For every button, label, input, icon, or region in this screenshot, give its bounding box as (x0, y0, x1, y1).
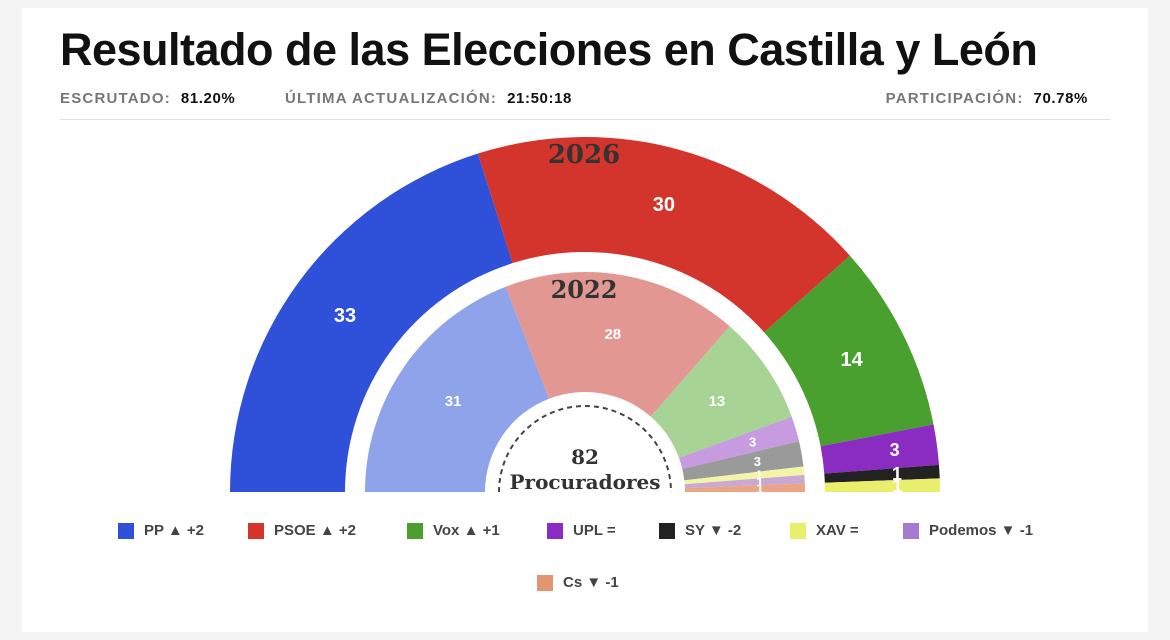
seat-arc-2022-sy (684, 466, 805, 485)
legend-label: PSOE ▲ +2 (274, 522, 356, 539)
seat-label-2022-cs: 1 (756, 481, 763, 496)
seat-arc-2026-upl (820, 424, 939, 474)
legend-item-xav: XAV = (790, 522, 859, 539)
legend-swatch (903, 522, 919, 539)
seat-label-2022-podemos: 3 (749, 434, 756, 449)
seat-arc-2022-cs (684, 483, 805, 492)
participacion-value: 70.78% (1033, 90, 1088, 107)
seat-label-2026-upl: 3 (890, 440, 900, 460)
legend-item-pp: PP ▲ +2 (118, 522, 204, 539)
legend-swatch (790, 522, 806, 539)
seat-label-2022-sy: 1 (756, 468, 763, 483)
total-seats-number: 82 (571, 445, 599, 469)
actualizacion-value: 21:50:18 (507, 90, 572, 107)
seat-label-2022-xav: 1 (756, 474, 763, 489)
year-label-2026: 2026 (548, 140, 620, 170)
legend-label: Vox ▲ +1 (433, 522, 500, 539)
center-dashed-arc (498, 405, 672, 493)
legend-label: XAV = (816, 522, 859, 539)
legend-item-psoe: PSOE ▲ +2 (248, 522, 356, 539)
seat-label-2026-pp: 33 (334, 305, 356, 327)
seat-label-2026-psoe: 30 (653, 194, 675, 216)
page-title: Resultado de las Elecciones en Castilla … (60, 24, 1038, 75)
actualizacion-label: ÚLTIMA ACTUALIZACIÓN: (285, 90, 498, 107)
participacion-stat: PARTICIPACIÓN: 70.78% (886, 90, 1088, 107)
seat-label-2026-sy: 1 (892, 464, 902, 484)
legend-label: UPL = (573, 522, 616, 539)
escrutado-label: ESCRUTADO: (60, 90, 171, 107)
legend-label: Cs ▼ -1 (563, 574, 619, 591)
legend-swatch (659, 522, 675, 539)
legend-item-podemos: Podemos ▼ -1 (903, 522, 1033, 539)
seat-arc-2026-vox (764, 255, 934, 447)
legend-swatch (248, 522, 264, 539)
seat-arc-2022-psoe (505, 272, 730, 417)
legend-item-cs: Cs ▼ -1 (537, 574, 619, 591)
legend-label: SY ▼ -2 (685, 522, 742, 539)
seat-arc-2022-podemos (678, 416, 800, 469)
escrutado-value: 81.20% (180, 90, 236, 107)
seat-arc-2022-pp (365, 286, 549, 492)
legend-swatch (537, 574, 553, 591)
legend-item-vox: Vox ▲ +1 (407, 522, 500, 539)
seat-arc-2026-sy (824, 464, 940, 483)
legend-swatch (547, 522, 563, 539)
seat-label-2026-xav: 1 (892, 476, 902, 496)
seat-arc-2022-xav (684, 474, 805, 489)
seat-arc-2026-xav (824, 478, 940, 492)
actualizacion-stat: ÚLTIMA ACTUALIZACIÓN: 21:50:18 (285, 90, 572, 107)
escrutado-stat: ESCRUTADO: 81.20% (60, 90, 235, 107)
seat-label-2022-vox: 13 (709, 393, 726, 410)
seat-arc-2022-vox (650, 326, 792, 458)
header-divider (60, 119, 1110, 120)
seat-label-2022-psoe: 28 (604, 326, 621, 343)
seat-arc-2026-pp (230, 153, 513, 492)
legend-swatch (118, 522, 134, 539)
seat-label-2022-upl: 3 (754, 454, 761, 469)
legend-swatch (407, 522, 423, 539)
seat-label-2022-pp: 31 (445, 393, 462, 410)
seat-label-2026-vox: 14 (840, 349, 863, 371)
participacion-label: PARTICIPACIÓN: (885, 90, 1024, 107)
total-seats-label: Procuradores (510, 470, 661, 494)
seat-arc-2022-upl (682, 441, 804, 481)
legend-item-sy: SY ▼ -2 (659, 522, 741, 539)
legend-label: PP ▲ +2 (144, 522, 205, 539)
year-label-2022: 2022 (551, 275, 618, 304)
legend-label: Podemos ▼ -1 (929, 522, 1034, 539)
seat-arc-2026-psoe (477, 137, 851, 333)
legend-item-upl: UPL = (547, 522, 616, 539)
